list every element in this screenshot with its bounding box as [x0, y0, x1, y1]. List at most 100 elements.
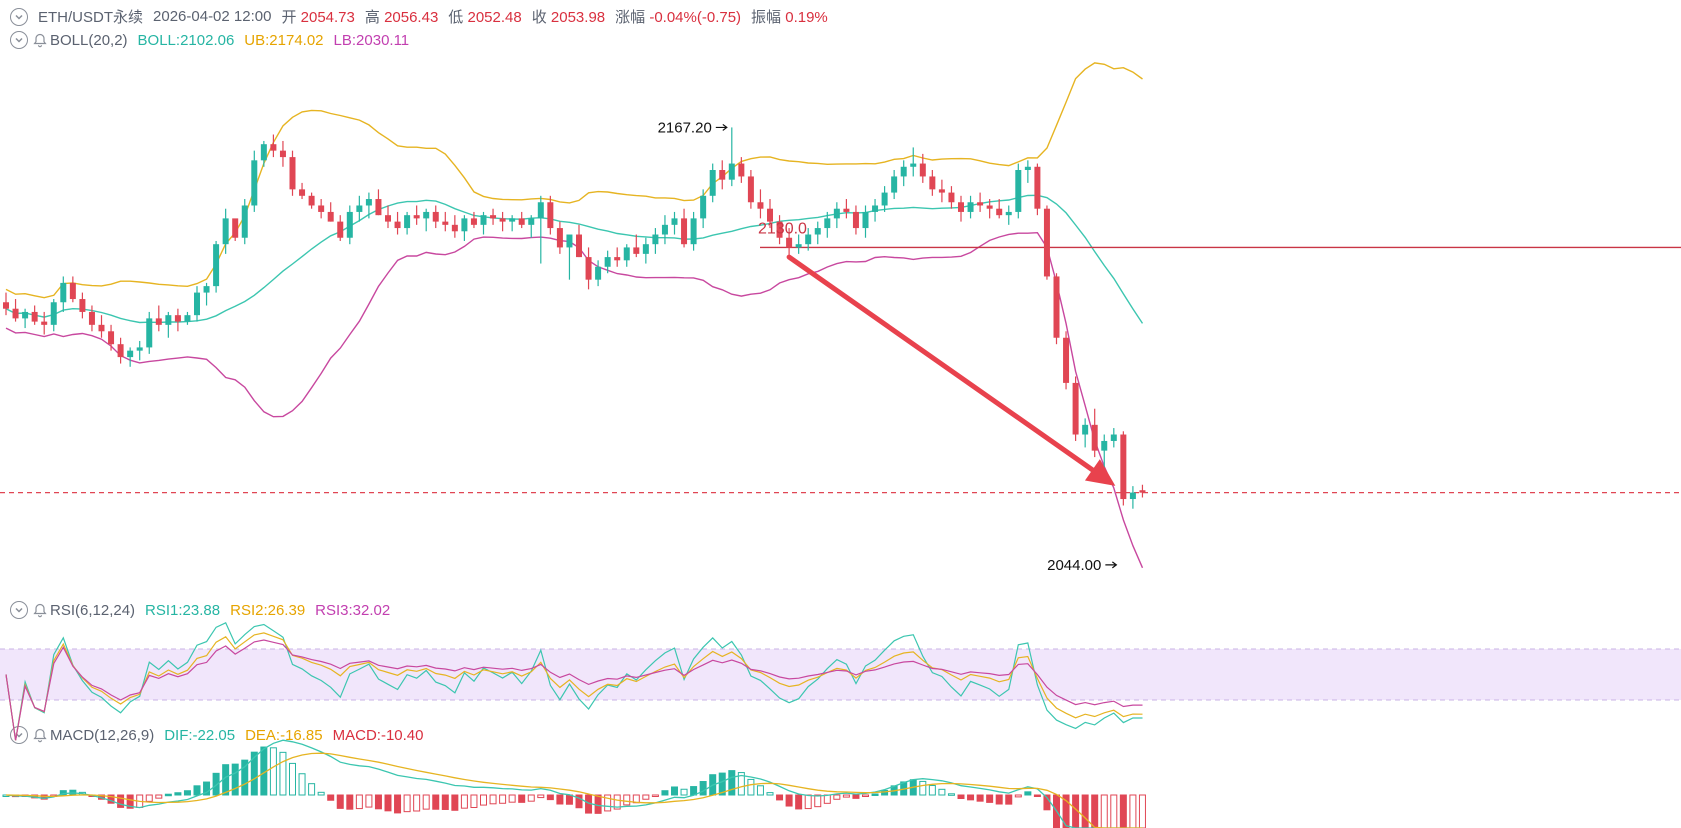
candle-body [852, 211, 859, 229]
chevron-down-icon[interactable] [10, 601, 28, 619]
candle-body [958, 202, 964, 212]
candle [480, 211, 487, 235]
candle [69, 276, 76, 303]
candle-body [432, 211, 439, 222]
trend-arrow [786, 254, 1116, 486]
candle-body [279, 150, 286, 158]
bell-icon[interactable] [32, 727, 48, 743]
candle [222, 208, 229, 254]
candle [862, 205, 869, 238]
candle-body [480, 215, 487, 225]
candle [1053, 273, 1060, 345]
candle [728, 127, 735, 187]
candle [203, 282, 210, 306]
candle [556, 221, 563, 254]
candle [41, 311, 48, 335]
macd-bar [680, 788, 688, 796]
candle [1091, 408, 1098, 458]
candle-body [12, 308, 19, 319]
chevron-down-icon[interactable] [10, 31, 28, 49]
change-label: 涨幅 [615, 9, 646, 26]
boll-ub-value: UB:2174.02 [244, 31, 324, 49]
candle-body [700, 195, 707, 219]
macd-bar [145, 794, 153, 802]
candle [585, 247, 592, 290]
macd-bar [308, 783, 316, 796]
candle-body [537, 202, 544, 219]
macd-bar [909, 779, 917, 796]
macd-bar [661, 790, 669, 796]
amplitude-value: 0.19% [785, 9, 828, 26]
rsi-legend: RSI(6,12,24) RSI1:23.88 RSI2:26.39 RSI3:… [10, 601, 390, 619]
candle [833, 202, 840, 229]
macd-bar [1043, 794, 1051, 811]
macd-bar [489, 794, 497, 805]
macd-bar [1005, 794, 1013, 805]
macd-bar [212, 772, 220, 796]
high-label: 高 [364, 9, 380, 26]
candle-body [31, 311, 38, 322]
candle-body [1005, 211, 1012, 216]
macd-bar [527, 794, 535, 802]
candle-body [1063, 337, 1070, 383]
boll-mid-value: BOLL:2102.06 [137, 31, 235, 49]
candle [614, 247, 621, 267]
candle-body [260, 144, 267, 161]
candle [1129, 486, 1136, 509]
candle-body [1072, 382, 1079, 435]
candle-body [633, 247, 640, 254]
candle-body [1101, 440, 1108, 451]
macd-bar [40, 794, 48, 800]
macd-dif-line [5, 739, 1143, 828]
macd-bar [632, 794, 640, 804]
candle [356, 195, 363, 222]
candle-body [862, 211, 869, 229]
macd-bar [117, 794, 125, 808]
macd-bar [862, 794, 869, 797]
candle [22, 308, 29, 329]
candle-body [996, 208, 1003, 216]
candle [3, 292, 9, 316]
candle [98, 315, 105, 338]
candle [490, 208, 497, 225]
candle [938, 179, 945, 203]
candle [776, 215, 783, 245]
candle [528, 215, 535, 238]
macd-bar [699, 781, 707, 796]
candle-body [977, 202, 984, 206]
rsi1-line [5, 621, 1143, 741]
candle [174, 308, 181, 332]
low-label: 低 [448, 9, 464, 26]
bell-icon[interactable] [32, 602, 48, 618]
candle [623, 244, 630, 267]
candle-body [728, 163, 735, 180]
candle [948, 186, 955, 209]
candle [184, 311, 191, 325]
macd-bar [785, 794, 793, 807]
macd-bar [546, 794, 554, 801]
candle-body [346, 211, 353, 238]
candle [117, 337, 124, 364]
candle [757, 189, 764, 219]
macd-bar [642, 794, 650, 800]
candle [719, 160, 726, 190]
macd-legend: MACD(12,26,9) DIF:-22.05 DEA:-16.85 MACD… [10, 726, 424, 744]
candle [1024, 160, 1031, 183]
candle [385, 205, 391, 229]
candle [136, 340, 143, 361]
candle-body [604, 257, 611, 267]
macd-bar [12, 794, 20, 798]
rsi-pane [0, 621, 1681, 741]
candle [308, 192, 315, 209]
arrow-right-icon [1105, 561, 1118, 569]
candle [738, 157, 745, 183]
candle-body [776, 221, 783, 238]
chevron-down-icon[interactable] [10, 7, 28, 26]
candle-body [671, 218, 678, 225]
close-label: 收 [531, 9, 547, 26]
bell-icon[interactable] [32, 32, 48, 48]
macd-bar [298, 773, 306, 796]
macd-bar [107, 794, 115, 804]
chevron-down-icon[interactable] [10, 726, 28, 744]
